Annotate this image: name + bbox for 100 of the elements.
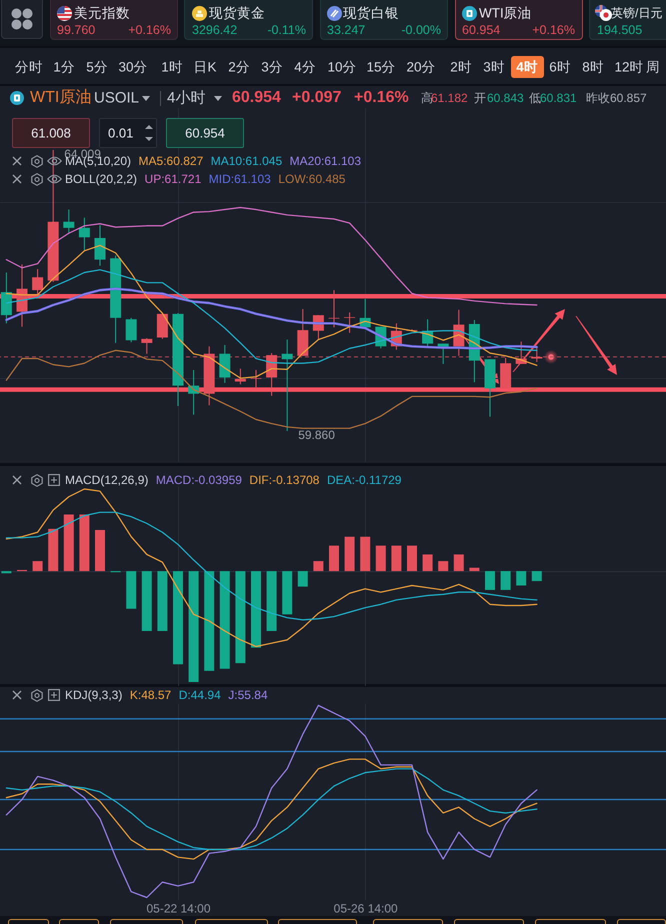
candlestick	[219, 344, 230, 384]
candlestick	[250, 370, 262, 390]
text: MA20:61.103	[290, 154, 362, 168]
text: 高	[421, 91, 433, 105]
text: 2时	[450, 59, 472, 74]
text: MACD(12,26,9)	[65, 473, 148, 487]
text: USOIL	[94, 90, 140, 106]
text: 60.857	[610, 91, 647, 105]
text: 现货黄金	[209, 5, 265, 20]
text: 4分	[294, 59, 316, 74]
text: LOW:60.485	[278, 172, 346, 186]
text: 英镑/日元	[611, 6, 662, 20]
bar	[95, 530, 105, 572]
bar	[32, 561, 43, 572]
text: 3分	[261, 59, 283, 74]
candlestick	[531, 346, 542, 362]
text: 低	[529, 91, 541, 105]
bar	[251, 571, 261, 648]
bar	[376, 546, 386, 572]
text: J:55.84	[228, 688, 268, 702]
text: WTI原油	[479, 5, 532, 20]
bar	[360, 536, 370, 572]
text: 5分	[86, 59, 108, 74]
text: 周	[646, 59, 660, 74]
text: 60.831	[540, 91, 577, 105]
text: +0.097	[292, 89, 342, 106]
x-tick-label: 05-22 14:00	[146, 902, 211, 916]
candlestick	[234, 368, 246, 385]
text: +0.16%	[532, 22, 575, 37]
bar	[391, 546, 402, 572]
bar	[64, 514, 74, 572]
candlestick	[156, 312, 168, 340]
text: 美元指数	[74, 5, 130, 20]
bar	[188, 571, 199, 682]
text: K:48.57	[130, 688, 172, 702]
text: 3296.42	[192, 22, 238, 37]
text: 4小时	[167, 90, 206, 106]
text: +0.16%	[128, 22, 171, 37]
text: MA5:60.827	[138, 154, 204, 168]
candlestick	[188, 370, 200, 416]
bar	[469, 568, 480, 572]
text: 1分	[53, 59, 75, 74]
text: 分时	[15, 59, 43, 74]
bar	[454, 554, 464, 572]
text: 现货白银	[343, 5, 399, 20]
candlestick	[0, 272, 12, 324]
bar	[298, 571, 308, 587]
text: KDJ(9,3,3)	[65, 688, 122, 702]
text: 日K	[193, 59, 217, 74]
text: -0.00%	[401, 22, 441, 37]
text: 60.954	[185, 126, 225, 140]
text: +0.16%	[354, 89, 409, 106]
text: 6时	[549, 59, 571, 74]
x-tick-label: 05-26 14:00	[334, 902, 398, 916]
bar	[516, 571, 526, 586]
text: 60.843	[487, 91, 524, 105]
text: DIF:-0.13708	[249, 473, 320, 487]
text: 3时	[483, 59, 505, 74]
text: DEA:-0.11729	[326, 473, 402, 487]
text: 99.760	[57, 22, 96, 37]
text: WTI原油	[30, 89, 92, 106]
text: 33.247	[327, 22, 366, 37]
text: 4时	[516, 59, 538, 74]
bar	[204, 571, 214, 671]
candlestick	[94, 224, 106, 266]
text: 20分	[406, 59, 436, 74]
bar	[532, 571, 542, 582]
bar	[438, 561, 448, 572]
text: 61.008	[31, 126, 71, 140]
bar	[282, 571, 292, 614]
bar	[173, 571, 183, 664]
candlestick	[32, 268, 44, 298]
text: 194.505	[597, 22, 642, 37]
annotation: 59.860	[298, 428, 336, 442]
text: MID:61.103	[208, 172, 271, 186]
candlestick	[126, 317, 137, 343]
bar	[220, 571, 230, 669]
bar	[407, 546, 417, 572]
candlestick	[141, 338, 152, 354]
text: 60.954	[462, 22, 500, 37]
bar	[126, 571, 136, 609]
text: 61.182	[431, 91, 468, 105]
bar	[79, 514, 90, 572]
text: 昨收	[586, 91, 610, 105]
candlestick	[282, 339, 293, 432]
bar	[313, 561, 324, 572]
candlestick	[344, 312, 356, 334]
text: -0.11%	[267, 22, 306, 37]
bar	[48, 528, 58, 572]
text: D:44.94	[178, 688, 221, 702]
bar	[344, 536, 355, 572]
bar	[266, 571, 277, 631]
text: 30分	[118, 59, 148, 74]
text: 0.01	[108, 126, 134, 140]
text: MACD:-0.03959	[156, 473, 242, 487]
text: 2分	[228, 59, 250, 74]
annotation: BOLL(20,2,2)	[65, 172, 138, 186]
candlestick	[63, 209, 74, 234]
text: 15分	[366, 59, 396, 74]
bar	[422, 554, 433, 572]
